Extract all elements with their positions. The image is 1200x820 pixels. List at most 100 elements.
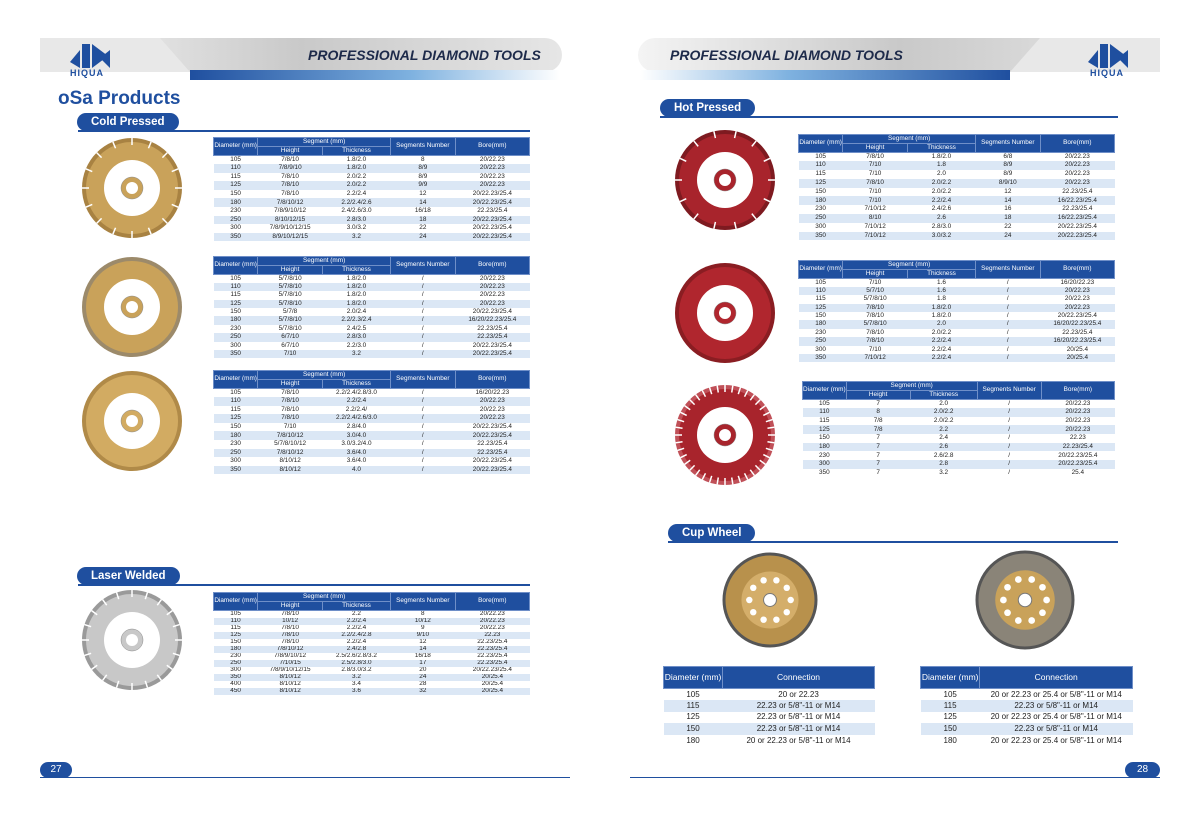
- table-cell: /: [977, 442, 1042, 452]
- table-cell: 300: [213, 224, 258, 233]
- table-cell: 14: [975, 196, 1041, 206]
- table-cell: 125: [798, 303, 843, 313]
- table-cell: 20 or 22.23 or 25.4 or 5/8"-11 or M14: [979, 734, 1133, 747]
- table-cell: /: [975, 354, 1041, 363]
- product-image-part: [1039, 583, 1046, 591]
- product-image-part: [1000, 596, 1007, 604]
- table-cell: 180: [798, 320, 843, 329]
- header-row: Diameter (mm) Connection: [662, 666, 875, 689]
- table-cell: 7/10: [842, 187, 908, 197]
- table-row: 125 7/8/10 2.2/2.4/2.6/3.0/20/22.23: [213, 414, 530, 423]
- table-cell: 7/10/12: [842, 354, 908, 363]
- logo-text: HIQUA: [1090, 68, 1124, 78]
- header-cell: Bore(mm): [1040, 381, 1116, 400]
- spec-table: Diameter (mm) Segment (mm) Segments Number…: [802, 381, 1116, 478]
- table-cell: 7/8/10: [842, 152, 908, 162]
- table-cell: 5/7/8: [257, 308, 323, 317]
- header-cell: Thickness: [322, 601, 391, 611]
- table-cell: 7/8/10: [257, 405, 323, 415]
- header-row: Height Thickness: [214, 601, 530, 611]
- header-cell: Diameter (mm): [802, 381, 847, 400]
- product-image-part: [144, 592, 149, 600]
- table-cell: 7/10: [842, 196, 908, 206]
- product-image-part: [1028, 576, 1036, 583]
- product-image-part: [765, 418, 773, 423]
- table-cell: /: [390, 299, 456, 309]
- table-row: 230 7/10/12 2.4/2.6 16 22.23/25.4: [798, 205, 1115, 215]
- header-cell: Connection: [979, 666, 1133, 689]
- product-image-part: [1004, 583, 1011, 591]
- table-row: 150 22.23 or 5/8"-11 or M14: [663, 723, 875, 735]
- product-image-part: [112, 141, 117, 149]
- section-line: [78, 584, 530, 586]
- header-cell: Segment (mm): [842, 260, 976, 270]
- product-image-part: [684, 459, 691, 465]
- table-cell: 20/22.23: [1041, 399, 1115, 409]
- table-cell: 180: [798, 196, 843, 206]
- table-row: 115 7/8/10 2.0/2.2 8/9 20/22.23: [213, 172, 530, 182]
- header-cell: Segment (mm): [842, 134, 976, 144]
- table-cell: 22.23 or 5/8"-11 or M14: [979, 700, 1133, 712]
- table-cell: 125: [213, 414, 258, 423]
- table-cell: 7/8/10: [842, 303, 908, 313]
- table-cell: 7: [846, 434, 911, 443]
- table-cell: 105: [802, 399, 847, 409]
- table-cell: 7/8/10: [257, 181, 323, 190]
- table-cell: 22.23: [455, 631, 530, 639]
- table-cell: 2.4/2.8: [322, 645, 391, 653]
- table-row: 125 7/8/10 2.0/2.2 9/9 20/22.23: [213, 181, 530, 190]
- table-cell: 7/8/9/10: [257, 164, 323, 173]
- table-cell: 7: [846, 399, 911, 409]
- table-row: 300 7/8/9/10/12/15 2.8/3.0/3.2 20 20/22.23/2…: [213, 666, 530, 674]
- table-cell: 22.23/25.4: [455, 652, 530, 660]
- table-cell: 2.6: [907, 214, 976, 223]
- header-cell: Thickness: [909, 390, 978, 400]
- product-image-part: [719, 307, 731, 319]
- table-cell: 7/8/10: [257, 172, 323, 182]
- table-cell: 2.2/2.4: [907, 354, 976, 363]
- table-cell: 150: [920, 723, 980, 735]
- table-cell: 115: [213, 291, 258, 300]
- table-cell: 18: [975, 214, 1041, 223]
- table-cell: 20/22.23: [455, 610, 530, 618]
- table-cell: 7/10: [842, 161, 908, 171]
- table-cell: 17: [390, 659, 456, 667]
- table-row: 350 8/9/10/12/15 3.2 24 20/22.23/25.4: [213, 232, 530, 242]
- header-row: Diameter (mm) Segment (mm) Segments Number…: [212, 137, 531, 156]
- logo-icon: [70, 44, 110, 68]
- table-cell: 20/25.4: [1040, 354, 1115, 363]
- header-cell: Height: [257, 601, 323, 611]
- table-cell: 7/10/12: [842, 222, 908, 232]
- table-cell: 180: [213, 316, 258, 325]
- header-cell: Height: [257, 265, 323, 275]
- table-cell: 7/8/10/12: [257, 431, 323, 441]
- table-cell: 7/8/10: [842, 337, 908, 346]
- table-cell: 7/8/10/12: [257, 448, 323, 458]
- table-row: 125 7/8/10 2.2/2.4/2.8 9/10 22.23: [213, 631, 530, 639]
- product-image-part: [763, 593, 777, 607]
- product-image-part: [759, 405, 766, 411]
- table-cell: 180: [213, 645, 258, 653]
- table-cell: 7/8/10: [257, 638, 323, 646]
- table-row: 180 20 or 22.23 or 25.4 or 5/8"-11 or M14: [920, 734, 1133, 747]
- table-cell: 20/22.23: [455, 181, 530, 190]
- table-row: 300 7/8/9/10/12/15 3.0/3.2 22 20/22.23/25.4: [213, 224, 530, 233]
- product-image-part: [773, 616, 780, 623]
- page-number: 28: [1125, 762, 1160, 778]
- table-cell: /: [390, 431, 456, 441]
- table-cell: 32: [390, 687, 456, 695]
- table-row: 230 7/8/9/10/12 2.4/2.6/3.0 16/18 22.23/25.4: [213, 207, 530, 216]
- header-cell: Thickness: [907, 143, 976, 153]
- product-image-part: [684, 405, 691, 411]
- product-image-part: [783, 608, 790, 616]
- product-image-part: [689, 464, 696, 471]
- table-cell: 7/8/9/10/12/15: [257, 224, 323, 233]
- product-image-part: [1028, 617, 1036, 624]
- product-image-part: [701, 472, 707, 480]
- table-row: 230 7 2.6/2.8/20/22.23/25.4: [802, 451, 1115, 461]
- product-image-part: [1004, 609, 1011, 617]
- table-cell: 7/10: [257, 422, 323, 432]
- table-row: 250 6/7/10 2.8/3.0/22.23/25.4: [213, 333, 530, 342]
- product-image-part: [751, 140, 757, 147]
- header-cell: Diameter (mm): [797, 260, 844, 279]
